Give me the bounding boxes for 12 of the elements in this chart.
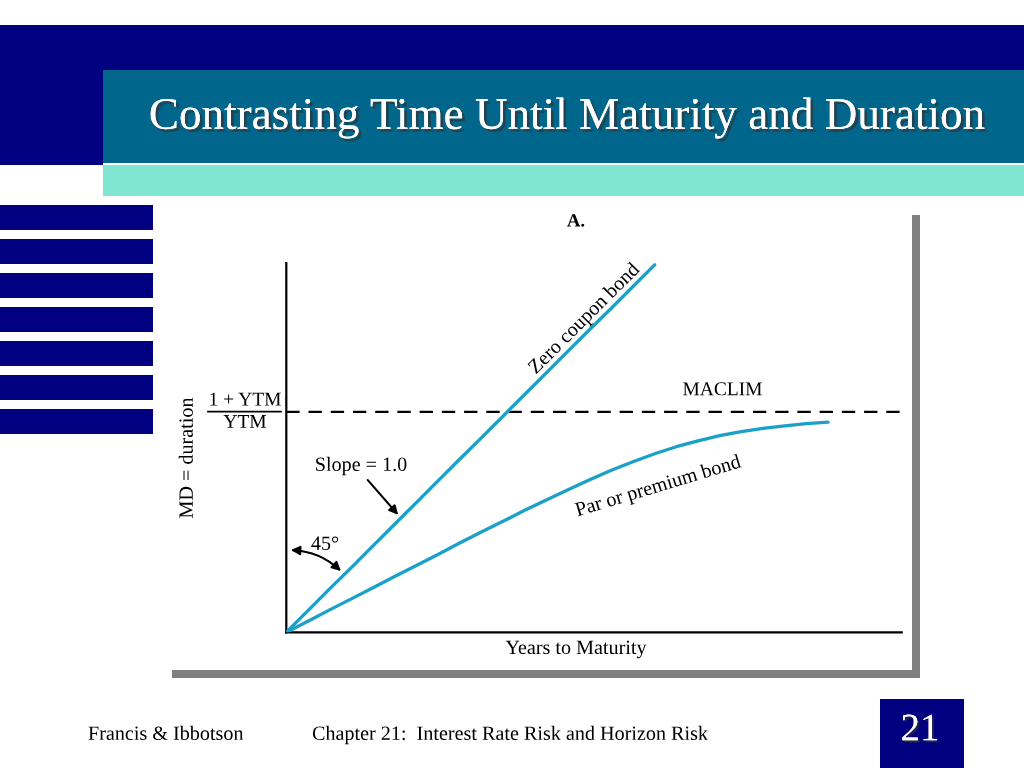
text: 21 [902, 714, 940, 743]
text: Francis & Ibbotson [88, 725, 244, 741]
text: 1 + YTM YTM [210, 392, 281, 428]
chart-title: Contrasting Time Until Maturity and Duration [150, 97, 988, 142]
text: Par or premium bond [574, 453, 743, 521]
text: Chapter 21: Interest Rate Risk and Horizon Risk [312, 725, 708, 745]
annotation: 45° [311, 536, 339, 551]
text: A. [567, 214, 585, 227]
annotation: Slope = 1.0 [316, 456, 407, 476]
x-axis-title: Years to Maturity [505, 640, 647, 659]
y-axis-title: MD = duration [178, 397, 193, 518]
ref-line-label: MACLIM [683, 382, 762, 396]
